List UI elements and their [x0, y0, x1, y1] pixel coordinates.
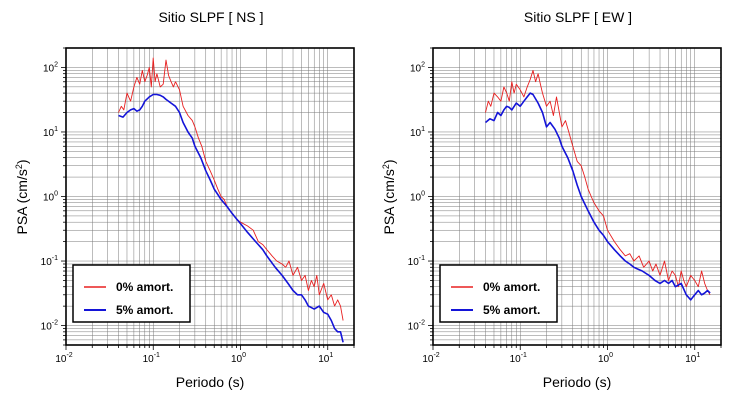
legend-label-0: 0% amort.	[483, 280, 540, 294]
y-axis-label: PSA (cm/s2)	[14, 159, 30, 234]
x-tick-label: 10-1	[510, 352, 527, 365]
legend-box	[72, 264, 191, 323]
y-tick-label: 101	[43, 126, 58, 139]
x-tick-label: 100	[598, 352, 613, 365]
chart-ew: Sitio SLPF [ EW ] Periodo (s) PSA (cm/s2…	[381, 9, 722, 390]
x-axis-label: Periodo (s)	[176, 374, 244, 390]
series-line-5pct-damping	[118, 93, 344, 343]
legend: 0% amort. 5% amort.	[439, 264, 558, 323]
series-lines	[118, 57, 344, 343]
y-tick-label: 100	[410, 191, 425, 204]
chart-ns: Sitio SLPF [ NS ] Periodo (s) PSA (cm/s2…	[14, 9, 355, 390]
series-line-5pct-damping	[484, 92, 711, 301]
series-line-0pct-damping	[118, 57, 344, 321]
y-tick-label: 102	[43, 61, 58, 74]
y-tick-label: 10-1	[41, 255, 58, 268]
plot-frame	[432, 47, 722, 346]
y-tick-label: 102	[410, 61, 425, 74]
x-tick-label: 101	[318, 352, 333, 365]
x-tick-label: 101	[685, 352, 700, 365]
legend-label-1: 5% amort.	[116, 303, 173, 317]
y-tick-label: 10-2	[408, 320, 425, 333]
tick-labels: 10-2 10-1 100 101 10-2 10-1 100 101 102	[41, 61, 334, 365]
legend-box	[439, 264, 558, 323]
x-tick-label: 10-2	[422, 352, 439, 365]
legend-label-0: 0% amort.	[116, 280, 173, 294]
y-axis-label: PSA (cm/s2)	[381, 159, 397, 234]
tick-labels: 10-2 10-1 100 101 10-2 10-1 100 101 102	[408, 61, 701, 365]
x-axis-label: Periodo (s)	[543, 374, 611, 390]
y-tick-label: 10-2	[41, 320, 58, 333]
legend-label-1: 5% amort.	[483, 303, 540, 317]
y-tick-label: 100	[43, 191, 58, 204]
x-tick-label: 100	[231, 352, 246, 365]
plot-frame	[65, 47, 355, 346]
grid	[428, 47, 722, 350]
x-tick-label: 10-1	[143, 352, 160, 365]
y-tick-label: 101	[410, 126, 425, 139]
chart-title: Sitio SLPF [ NS ]	[158, 9, 263, 25]
y-tick-label: 10-1	[408, 255, 425, 268]
chart-title: Sitio SLPF [ EW ]	[524, 9, 632, 25]
x-tick-label: 10-2	[55, 352, 72, 365]
series-line-0pct-damping	[485, 69, 711, 296]
legend: 0% amort. 5% amort.	[72, 264, 191, 323]
series-lines	[484, 69, 711, 301]
